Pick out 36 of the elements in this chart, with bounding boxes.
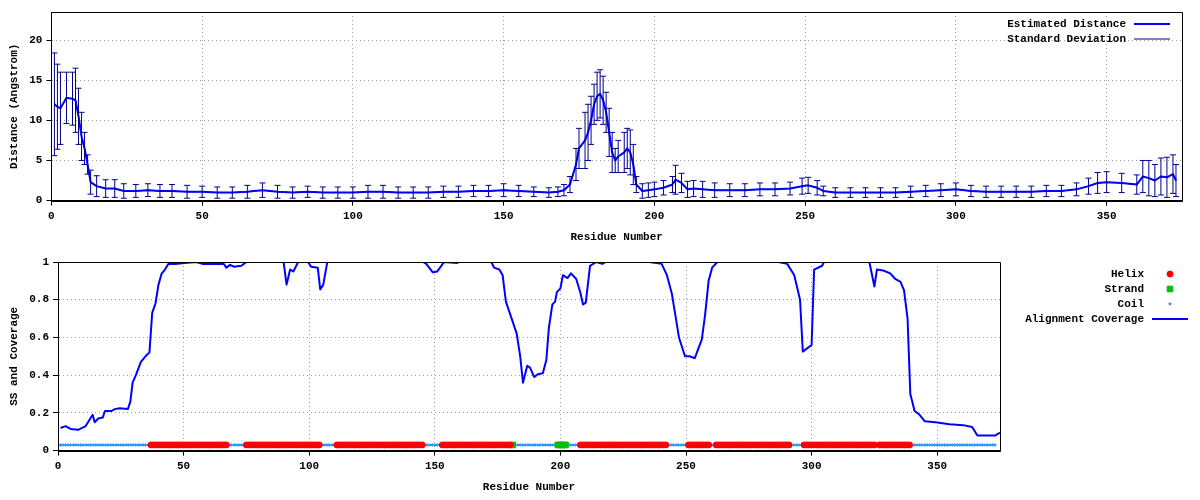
x-tick-label: 150 xyxy=(424,459,445,472)
y-tick-label: 0 xyxy=(42,444,49,457)
x-tick-label: 300 xyxy=(801,459,822,472)
y-tick-label: 0.6 xyxy=(29,331,49,344)
y-tick-label: 15 xyxy=(29,73,43,86)
x-tick-label: 200 xyxy=(550,459,571,472)
y-tick-label: 0.8 xyxy=(29,293,50,306)
y-tick-label: 5 xyxy=(35,154,43,167)
legend-label: Standard Deviation xyxy=(1007,32,1126,45)
x-tick-label: 250 xyxy=(676,459,696,472)
x-axis-title: Residue Number xyxy=(482,481,576,494)
x-tick-label: 150 xyxy=(493,209,514,222)
x-tick-label: 50 xyxy=(177,459,191,472)
x-tick-label: 300 xyxy=(945,209,966,222)
legend-label: Strand xyxy=(1104,282,1144,295)
legend-label: Coil xyxy=(1117,297,1145,310)
x-tick-label: 100 xyxy=(342,209,363,222)
y-tick-label: 0.2 xyxy=(29,406,49,419)
y-tick-label: 1 xyxy=(42,255,50,268)
y-axis-title: SS and Coverage xyxy=(8,306,21,406)
y-tick-label: 0 xyxy=(35,194,43,207)
legend-label: Alignment Coverage xyxy=(1025,312,1145,325)
x-tick-label: 350 xyxy=(927,459,948,472)
legend-label: Estimated Distance xyxy=(1007,17,1127,30)
y-tick-label: 0.4 xyxy=(29,368,50,381)
x-tick-label: 0 xyxy=(54,459,62,472)
x-axis-title: Residue Number xyxy=(570,231,663,244)
y-tick-label: 10 xyxy=(29,114,43,127)
x-tick-label: 350 xyxy=(1096,209,1117,222)
x-tick-label: 50 xyxy=(195,209,209,222)
y-axis-title: Distance (Angstrom) xyxy=(8,43,21,170)
legend-label: Helix xyxy=(1110,267,1145,280)
x-tick-label: 250 xyxy=(795,209,816,222)
y-tick-label: 20 xyxy=(29,33,43,46)
x-tick-label: 200 xyxy=(644,209,665,222)
x-tick-label: 100 xyxy=(299,459,320,472)
